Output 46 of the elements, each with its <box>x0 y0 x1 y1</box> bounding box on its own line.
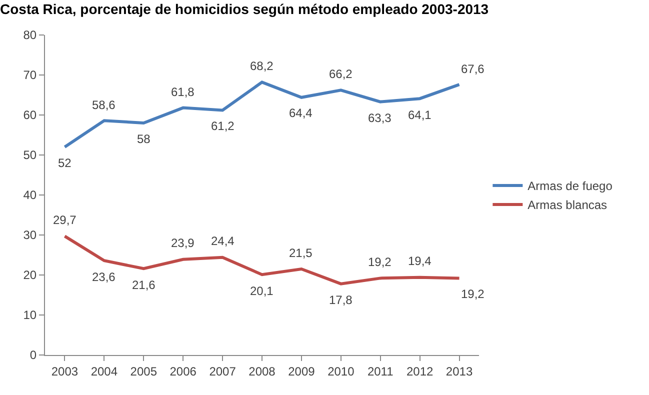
data-label: 63,3 <box>368 111 392 125</box>
data-label: 17,8 <box>329 293 353 307</box>
data-label: 23,9 <box>171 236 195 250</box>
y-tick-label: 20 <box>23 268 37 282</box>
y-tick-label: 30 <box>23 228 37 242</box>
x-tick-label: 2013 <box>446 364 473 378</box>
x-tick-label: 2006 <box>170 364 197 378</box>
data-label: 21,6 <box>132 278 156 292</box>
data-label: 67,6 <box>461 62 485 76</box>
y-tick-label: 50 <box>23 148 37 162</box>
line-series <box>63 80 461 148</box>
data-label: 19,2 <box>461 287 485 301</box>
data-label: 23,6 <box>92 270 116 284</box>
y-tick-label: 10 <box>23 308 37 322</box>
data-label: 58 <box>137 132 151 146</box>
x-tick-label: 2007 <box>209 364 236 378</box>
data-label: 24,4 <box>211 234 235 248</box>
data-label: 68,2 <box>250 59 274 73</box>
y-tick-label: 70 <box>23 68 37 82</box>
x-tick-label: 2004 <box>90 364 118 378</box>
data-label: 61,2 <box>211 119 235 133</box>
data-label: 66,2 <box>329 67 353 81</box>
x-tick-label: 2010 <box>328 364 355 378</box>
data-label: 58,6 <box>92 98 116 112</box>
data-label: 20,1 <box>250 284 274 298</box>
y-tick-label: 80 <box>23 28 37 42</box>
x-tick-label: 2009 <box>288 364 316 378</box>
y-tick-label: 0 <box>30 348 37 362</box>
chart-title: Costa Rica, porcentaje de homicidios según método empleado 2003-2013 <box>0 0 489 17</box>
x-tick-label: 2011 <box>367 364 394 378</box>
data-label: 64,4 <box>289 106 313 120</box>
legend-label: Armas de fuego <box>528 179 613 194</box>
data-label: 19,2 <box>368 255 392 269</box>
x-tick-label: 2003 <box>51 364 78 378</box>
data-label: 52 <box>58 156 72 170</box>
data-label: 61,8 <box>171 85 195 99</box>
data-label: 21,5 <box>289 246 313 260</box>
data-label: 64,1 <box>408 108 432 122</box>
y-tick-label: 40 <box>23 188 37 202</box>
x-tick-label: 2005 <box>130 364 158 378</box>
y-tick-label: 60 <box>23 108 37 122</box>
x-tick-label: 2012 <box>406 364 434 378</box>
data-label: 29,7 <box>53 213 77 227</box>
x-tick-label: 2008 <box>248 364 276 378</box>
legend-label: Armas blancas <box>528 198 608 212</box>
data-label: 19,4 <box>408 254 432 268</box>
